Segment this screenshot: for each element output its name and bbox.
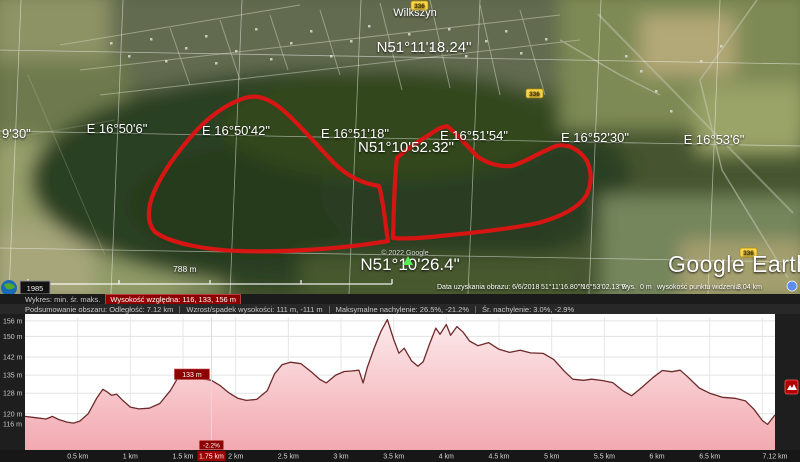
road-badge: 336 bbox=[739, 247, 758, 258]
scale-bar-label: 788 m bbox=[173, 264, 197, 274]
svg-text:1 km: 1 km bbox=[123, 454, 138, 461]
profile-stats-row1: Wykres: min. śr. maks. Wysokość względna… bbox=[0, 293, 800, 305]
roads bbox=[0, 0, 794, 279]
divider bbox=[328, 305, 330, 313]
profile-legend-label: Wykres: min. śr. maks. bbox=[25, 294, 101, 304]
status-eye-alt-label: wysokość punktu widzenia bbox=[656, 284, 740, 291]
status-eye-alt-value: 3.04 km bbox=[737, 284, 762, 291]
svg-text:336: 336 bbox=[743, 250, 754, 257]
svg-text:4.5 km: 4.5 km bbox=[488, 454, 509, 461]
svg-text:120 m: 120 m bbox=[3, 411, 23, 418]
svg-text:4 km: 4 km bbox=[439, 454, 454, 461]
svg-text:2 km: 2 km bbox=[228, 454, 243, 461]
summary-distance: Podsumowanie obszaru: Odległość: 7.12 km bbox=[25, 304, 174, 314]
svg-text:133 m: 133 m bbox=[182, 372, 202, 379]
track-cursor-marker[interactable] bbox=[403, 256, 413, 265]
status-latitude: 51°11'16.80"N bbox=[541, 283, 585, 291]
divider bbox=[179, 305, 181, 313]
village-buildings bbox=[110, 25, 723, 113]
lon-label: E 16°53'6" bbox=[684, 132, 745, 147]
chart-content: 156 m 150 m 142 m 135 m 128 m 120 m 116 m 0.5 k… bbox=[3, 317, 788, 461]
status-elev-value: 0 m bbox=[640, 284, 652, 291]
relative-height-stat: Wysokość względna: 116, 133, 156 m bbox=[105, 293, 242, 305]
svg-text:128 m: 128 m bbox=[3, 391, 23, 398]
history-globe-icon[interactable] bbox=[1, 280, 17, 294]
lon-label: 9'30" bbox=[2, 126, 31, 141]
svg-text:7.12 km: 7.12 km bbox=[763, 454, 788, 461]
summary-avg-slope: Śr. nachylenie: 3.0%, -2.9% bbox=[481, 304, 575, 314]
lon-label: E 16°52'30" bbox=[561, 130, 629, 145]
svg-text:3 km: 3 km bbox=[333, 454, 348, 461]
google-earth-logo: Google Earth bbox=[668, 251, 800, 277]
summary-gain-loss: Wzrost/spadek wysokości: 111 m, -111 m bbox=[186, 304, 323, 314]
svg-text:156 m: 156 m bbox=[3, 318, 23, 325]
copyright-label: © 2022 Google bbox=[381, 249, 428, 257]
svg-text:0.5 km: 0.5 km bbox=[67, 454, 88, 461]
divider bbox=[474, 305, 476, 313]
lon-label: E 16°51'54" bbox=[440, 128, 508, 143]
road-badge: 336 bbox=[410, 0, 429, 11]
svg-text:1.75 km: 1.75 km bbox=[199, 454, 224, 461]
imagery-year-box[interactable]: 1985 bbox=[19, 280, 51, 294]
elevation-profile-chart[interactable]: 156 m 150 m 142 m 135 m 128 m 120 m 116 m 0.5 k… bbox=[0, 314, 800, 462]
latitude-label-top: N51°11'18.24" bbox=[377, 39, 472, 56]
svg-text:116 m: 116 m bbox=[3, 422, 22, 429]
svg-text:150 m: 150 m bbox=[3, 334, 23, 341]
longitude-labels: 9'30" E 16°50'6" E 16°50'42" E 16°51'18"… bbox=[2, 121, 745, 147]
status-elev-label: wys. bbox=[621, 284, 636, 291]
lon-label: E 16°50'6" bbox=[87, 121, 148, 136]
status-longitude: 16°53'02.13"E bbox=[582, 283, 627, 291]
svg-text:3.5 km: 3.5 km bbox=[383, 454, 404, 461]
terrain-patches bbox=[0, 0, 800, 294]
status-bar: Data uzyskania obrazu: 6/6/2018 51°11'16… bbox=[437, 283, 762, 291]
svg-text:142 m: 142 m bbox=[3, 355, 23, 362]
profile-marker-icon[interactable] bbox=[784, 379, 799, 395]
svg-text:336: 336 bbox=[414, 3, 425, 10]
gps-track[interactable] bbox=[146, 94, 593, 254]
svg-text:135 m: 135 m bbox=[3, 373, 23, 380]
profile-stats-row2: Podsumowanie obszaru: Odległość: 7.12 km… bbox=[0, 304, 800, 314]
svg-text:1.5 km: 1.5 km bbox=[172, 454, 193, 461]
svg-text:6.5 km: 6.5 km bbox=[699, 454, 720, 461]
imagery-date-label: Data uzyskania obrazu: 6/6/2018 bbox=[437, 284, 539, 291]
svg-text:2.5 km: 2.5 km bbox=[278, 454, 299, 461]
svg-text:336: 336 bbox=[529, 91, 540, 98]
svg-text:5 km: 5 km bbox=[544, 454, 559, 461]
summary-max-slope: Maksymalne nachylenie: 26.5%, -21.2% bbox=[335, 304, 469, 314]
svg-text:5.5 km: 5.5 km bbox=[594, 454, 615, 461]
lon-label: E 16°51'18" bbox=[321, 126, 389, 141]
eye-altitude-icon[interactable] bbox=[786, 280, 798, 292]
latitude-label-middle: N51°10'52.32" bbox=[358, 139, 454, 156]
lon-label: E 16°50'42" bbox=[202, 123, 270, 138]
svg-text:6 km: 6 km bbox=[649, 454, 664, 461]
graticule bbox=[0, 0, 800, 294]
road-badge: 336 bbox=[525, 88, 544, 99]
svg-text:-2.2%: -2.2% bbox=[203, 443, 220, 450]
svg-text:1985: 1985 bbox=[27, 284, 44, 293]
satellite-map-view[interactable]: 9'30" E 16°50'6" E 16°50'42" E 16°51'18"… bbox=[0, 0, 800, 294]
